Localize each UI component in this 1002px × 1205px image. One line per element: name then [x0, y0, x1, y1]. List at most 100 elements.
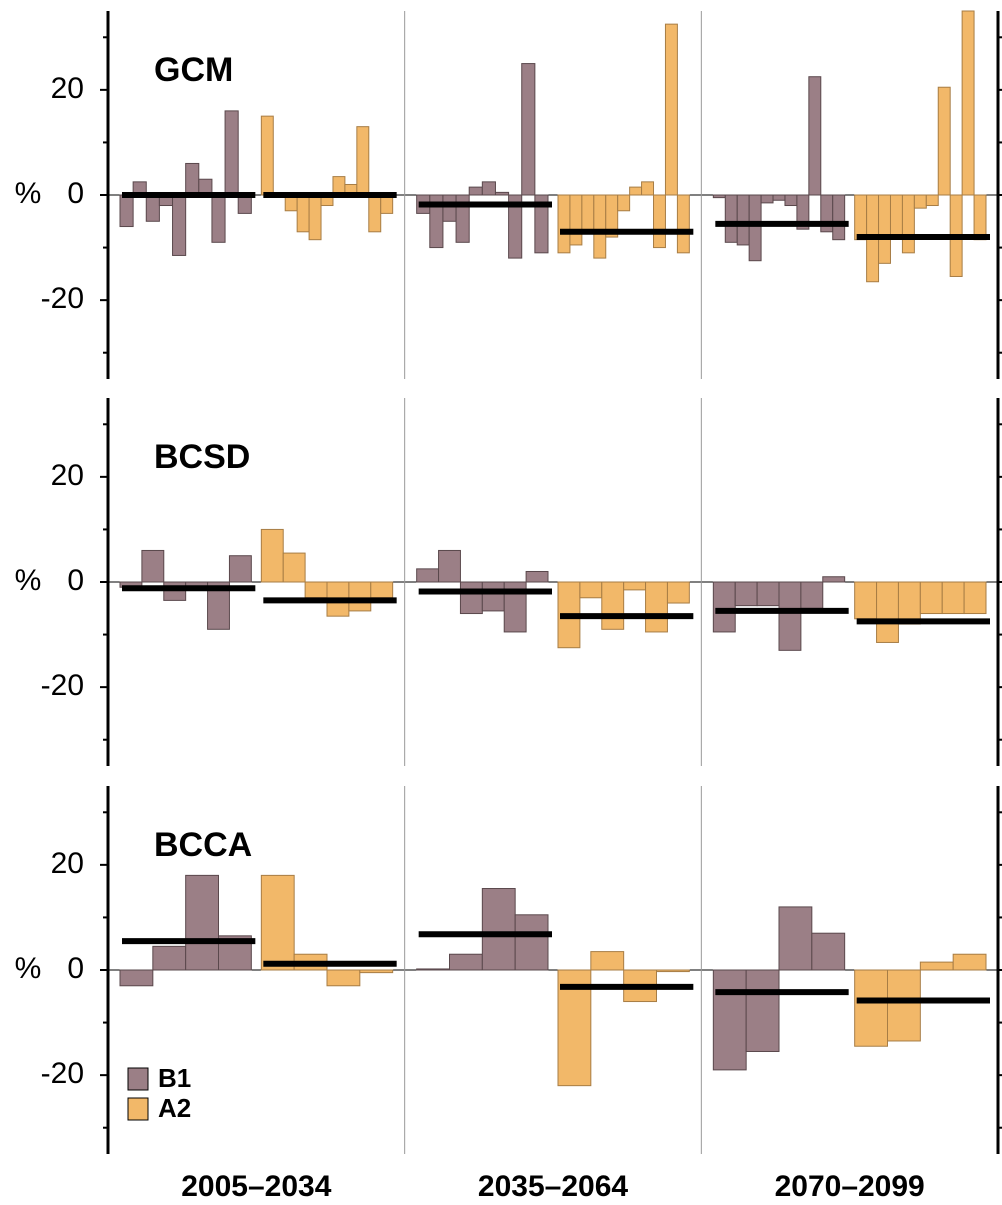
bar: [664, 23, 678, 196]
bar: [601, 581, 625, 630]
y-tick-label: 0: [67, 177, 84, 210]
y-tick-label: 20: [51, 847, 84, 880]
bar: [260, 874, 295, 971]
bar: [937, 86, 951, 196]
bar: [919, 581, 943, 615]
panel-title: BCSD: [154, 438, 250, 476]
bar: [784, 194, 798, 207]
bar: [605, 194, 619, 238]
bar: [416, 968, 450, 971]
bar: [581, 194, 595, 233]
bar: [778, 906, 813, 971]
y-tick-label: 20: [51, 459, 84, 492]
bar: [736, 194, 750, 246]
bar: [260, 528, 284, 583]
bar: [207, 581, 230, 630]
bar: [481, 888, 516, 971]
panel-title: GCM: [154, 51, 233, 89]
bar: [211, 194, 226, 243]
bar: [854, 194, 868, 241]
bar: [712, 581, 736, 633]
bar: [832, 194, 846, 241]
y-tick-label: 0: [67, 564, 84, 597]
bar: [887, 969, 921, 1042]
x-tick-label: 2035–2064: [478, 1170, 628, 1203]
bar: [952, 953, 987, 971]
bar: [459, 581, 483, 615]
bar: [973, 194, 987, 241]
bar: [760, 194, 774, 204]
bar: [348, 581, 372, 612]
bar: [712, 194, 726, 199]
bar: [521, 63, 536, 196]
bar: [228, 555, 252, 583]
bar: [557, 194, 571, 254]
bar: [811, 932, 846, 971]
bar: [119, 969, 154, 987]
bar: [368, 194, 382, 233]
bar: [260, 115, 274, 196]
bar: [901, 194, 915, 254]
bar: [641, 181, 655, 196]
bar: [119, 194, 134, 228]
bar: [359, 969, 394, 974]
bar: [370, 581, 394, 599]
bar: [185, 874, 220, 971]
bar: [656, 969, 690, 973]
bar: [308, 194, 322, 241]
bar: [569, 194, 583, 246]
legend-swatch: [127, 1097, 149, 1121]
bar: [961, 10, 975, 196]
bar: [941, 581, 965, 615]
bar: [617, 194, 631, 212]
bar: [494, 191, 510, 196]
bar: [185, 162, 200, 196]
y-tick-label: -20: [41, 282, 84, 315]
bar: [897, 581, 921, 625]
bar: [579, 581, 603, 599]
bar: [503, 581, 527, 633]
bar: [778, 581, 802, 651]
legend-swatch: [127, 1067, 149, 1091]
panel-title: BCCA: [154, 826, 252, 864]
bar: [854, 969, 889, 1047]
bar: [282, 552, 306, 583]
bar: [653, 194, 666, 249]
y-axis-label: %: [15, 177, 42, 210]
bar: [224, 110, 239, 196]
bar: [629, 186, 643, 196]
bar: [772, 194, 786, 201]
y-tick-label: -20: [41, 1057, 84, 1090]
x-tick-label: 2070–2099: [775, 1170, 925, 1203]
bar: [822, 576, 846, 583]
y-tick-label: 0: [67, 952, 84, 985]
bar: [724, 194, 738, 243]
bar: [925, 194, 939, 207]
bar: [356, 126, 370, 196]
bar: [508, 194, 523, 259]
bar: [913, 194, 927, 209]
bar: [590, 951, 625, 971]
bar: [449, 953, 483, 971]
bar: [304, 581, 328, 599]
bar: [152, 945, 187, 971]
bar: [876, 581, 899, 643]
y-axis-label: %: [15, 952, 42, 985]
bar: [438, 549, 461, 583]
legend-label: B1: [158, 1063, 191, 1093]
bar: [878, 194, 891, 264]
bar: [808, 76, 822, 196]
bar: [712, 969, 747, 1071]
legend-label: A2: [158, 1093, 191, 1123]
y-tick-label: -20: [41, 669, 84, 702]
bar: [593, 194, 607, 259]
bar: [145, 194, 160, 222]
bar: [326, 969, 361, 987]
bar: [748, 194, 762, 262]
x-tick-label: 2005–2034: [181, 1170, 331, 1203]
bar: [141, 549, 165, 583]
bar: [963, 581, 987, 615]
bar: [919, 961, 954, 971]
y-tick-label: 20: [51, 72, 84, 105]
